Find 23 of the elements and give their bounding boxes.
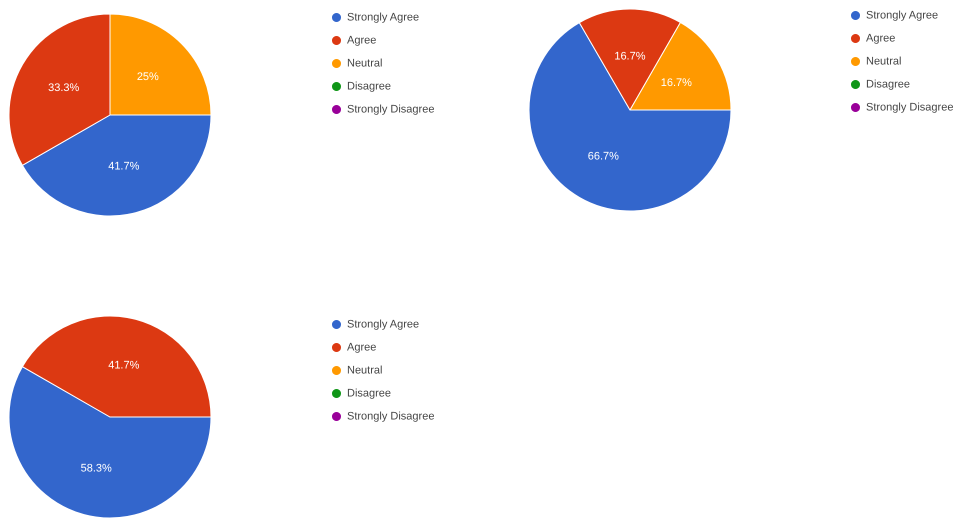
data-label: 25% (136, 71, 160, 84)
legend-label: Strongly Disagree (347, 410, 434, 422)
legend-label: Agree (347, 342, 376, 354)
legend-label: Agree (866, 32, 896, 44)
legend-label: Strongly Disagree (866, 102, 954, 114)
legend-label: Strongly Agree (347, 12, 420, 24)
legend-label: Disagree (866, 78, 910, 90)
legend-label: Strongly Agree (347, 318, 420, 330)
legend-label: Strongly Disagree (347, 104, 434, 116)
data-label: 41.7% (108, 160, 140, 173)
data-label: 58.3% (80, 462, 112, 475)
data-label: 16.7% (614, 50, 646, 62)
data-label: 33.3% (48, 82, 80, 94)
legend-label: Neutral (347, 58, 382, 70)
legend-label: Disagree (347, 80, 392, 92)
legend-label: Neutral (866, 56, 902, 68)
data-label: 66.7% (588, 150, 620, 162)
legend-label: Agree (347, 34, 376, 46)
legend-label: Neutral (347, 364, 382, 376)
data-label: 16.7% (660, 77, 692, 90)
data-label: 41.7% (108, 359, 140, 372)
legend-label: Strongly Agree (866, 10, 938, 22)
legend-label: Disagree (347, 388, 392, 400)
